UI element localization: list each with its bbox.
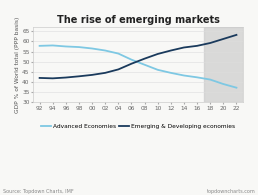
- Text: topdowncharts.com: topdowncharts.com: [207, 189, 255, 194]
- Text: Source: Topdown Charts, IMF: Source: Topdown Charts, IMF: [3, 189, 73, 194]
- Bar: [204, 27, 243, 102]
- Title: The rise of emerging markets: The rise of emerging markets: [57, 15, 220, 25]
- Legend: Advanced Economies, Emerging & Developing economies: Advanced Economies, Emerging & Developin…: [38, 121, 238, 131]
- Y-axis label: GDP % of World total (PPP basis): GDP % of World total (PPP basis): [15, 17, 20, 113]
